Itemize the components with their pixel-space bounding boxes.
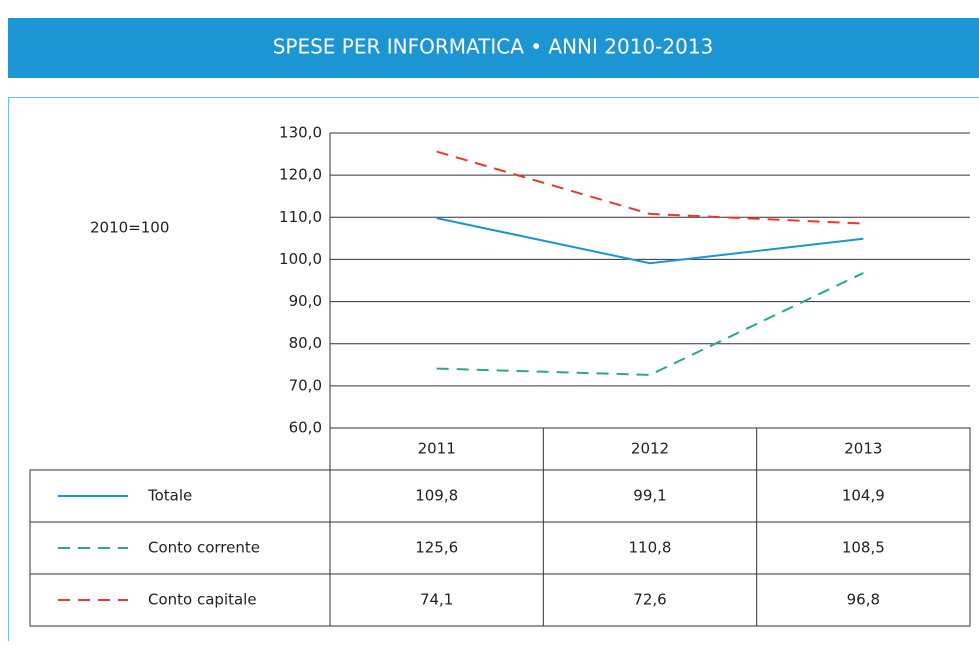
series-line <box>437 152 864 224</box>
series-line <box>437 218 864 263</box>
y-tick-label: 110,0 <box>279 208 322 226</box>
table-value: 96,8 <box>847 591 880 609</box>
table-value: 72,6 <box>633 591 666 609</box>
table-value: 109,8 <box>415 487 458 505</box>
y-tick-label: 120,0 <box>279 166 322 184</box>
table-value: 110,8 <box>629 539 672 557</box>
table-value: 125,6 <box>415 539 458 557</box>
legend-label: Totale <box>147 487 192 505</box>
y-tick-label: 130,0 <box>279 124 322 142</box>
y-tick-label: 70,0 <box>289 376 322 394</box>
y-tick-label: 90,0 <box>289 292 322 310</box>
legend-label: Conto corrente <box>148 539 260 557</box>
series-line <box>437 273 864 375</box>
table-value: 99,1 <box>633 487 666 505</box>
x-tick-label: 2013 <box>844 440 882 458</box>
y-tick-label: 100,0 <box>279 250 322 268</box>
frame <box>9 98 979 642</box>
x-tick-label: 2011 <box>418 440 456 458</box>
legend-label: Conto capitale <box>148 591 257 609</box>
table-value: 74,1 <box>420 591 453 609</box>
y-tick-label: 80,0 <box>289 334 322 352</box>
y-axis-label: 2010=100 <box>90 219 169 237</box>
table-value: 104,9 <box>842 487 885 505</box>
table-value: 108,5 <box>842 539 885 557</box>
chart-title: SPESE PER INFORMATICA • ANNI 2010-2013 <box>273 35 714 59</box>
y-tick-label: 60,0 <box>289 419 322 437</box>
x-tick-label: 2012 <box>631 440 669 458</box>
